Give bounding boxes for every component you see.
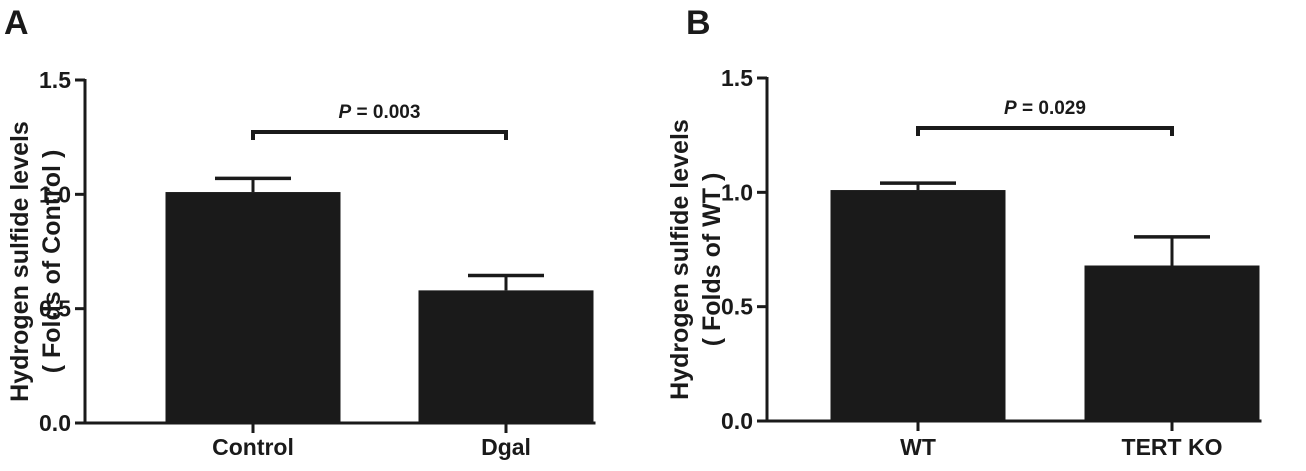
y-axis-label-sub: ( Folds of Control ) — [38, 150, 66, 374]
y-axis-label-sub: ( Folds of WT ) — [698, 173, 726, 347]
y-tick-label: 1.0 — [39, 181, 71, 207]
x-category-label: Dgal — [481, 434, 531, 460]
bar-control — [165, 192, 341, 423]
y-axis-label: Hydrogen sulfide levels — [666, 119, 694, 400]
p-value-letter: P — [1004, 98, 1017, 119]
bar-wt — [830, 190, 1006, 421]
bar-tert-ko — [1084, 265, 1260, 421]
p-value-text: = 0.029 — [1017, 98, 1086, 119]
x-category-label: Control — [212, 434, 294, 460]
p-value-text: = 0.003 — [351, 102, 420, 123]
p-value-label: P = 0.029 — [1004, 98, 1086, 119]
panel-letter: A — [4, 4, 29, 42]
y-tick-label: 0.0 — [39, 410, 71, 436]
p-value-label: P = 0.003 — [339, 102, 421, 123]
p-value-letter: P — [339, 102, 352, 123]
x-category-label: TERT KO — [1122, 434, 1223, 460]
y-tick-label: 0.0 — [721, 408, 753, 434]
y-tick-label: 1.5 — [721, 65, 753, 91]
y-axis-label: Hydrogen sulfide levels — [6, 121, 34, 402]
significance-bracket — [916, 126, 1174, 136]
y-tick-label: 1.5 — [39, 67, 71, 93]
y-tick-label: 0.5 — [39, 296, 71, 322]
chart-panel-a: A Hydrogen sulfide levels( Folds of Contr… — [4, 4, 596, 460]
panel-letter: B — [686, 4, 711, 42]
x-category-label: WT — [900, 434, 936, 460]
y-tick-label: 0.5 — [721, 294, 753, 320]
significance-bracket — [251, 130, 508, 140]
y-tick-label: 1.0 — [721, 179, 753, 205]
bar-dgal — [418, 290, 594, 423]
